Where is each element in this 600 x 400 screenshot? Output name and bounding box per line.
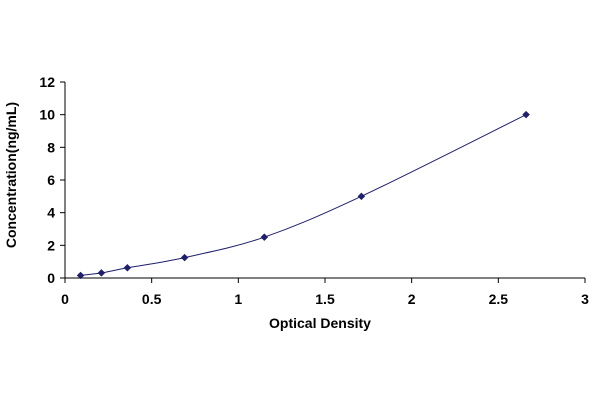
y-tick-label: 4	[47, 205, 55, 221]
x-axis-title: Optical Density	[269, 315, 371, 331]
x-tick-label: 1	[234, 291, 242, 307]
y-tick-label: 6	[47, 172, 55, 188]
axes	[64, 82, 585, 279]
y-tick-label: 12	[39, 74, 55, 90]
data-point	[357, 192, 366, 201]
data-point	[260, 233, 269, 242]
x-tick-label: 3	[581, 291, 589, 307]
y-axis-title: Concentration(ng/mL)	[3, 102, 19, 248]
y-tick-label: 8	[47, 139, 55, 155]
x-tick-label: 0.5	[142, 291, 162, 307]
points-layer	[76, 110, 530, 280]
data-point	[76, 271, 85, 280]
y-ticks: 0 2 4 6 8 10 12	[39, 74, 65, 286]
y-tick-label: 2	[47, 237, 55, 253]
data-point	[522, 110, 530, 119]
data-point	[97, 269, 106, 277]
y-tick-label: 10	[39, 107, 55, 123]
x-tick-label: 2.5	[489, 291, 509, 307]
data-point	[180, 253, 189, 262]
fitted-curve	[80, 114, 527, 276]
x-tick-label: 0	[61, 291, 69, 307]
x-tick-label: 1.5	[315, 291, 335, 307]
x-ticks: 0 0.5 1 1.5 2 2.5 3	[61, 278, 589, 307]
y-tick-label: 0	[47, 270, 55, 286]
curve-layer	[80, 114, 527, 276]
data-point	[123, 263, 132, 272]
x-tick-label: 2	[408, 291, 416, 307]
